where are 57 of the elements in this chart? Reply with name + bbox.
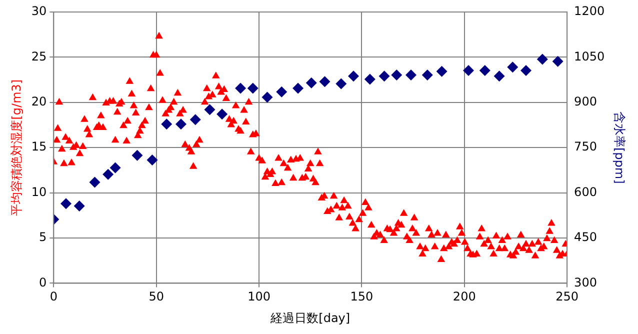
x-tick-label: 0 [50, 290, 58, 304]
point [146, 154, 158, 166]
x-axis-title: 経過日数[day] [270, 310, 350, 325]
y2-tick-label: 900 [574, 94, 597, 109]
point [175, 118, 186, 130]
y-tick-label: 30 [31, 4, 47, 18]
point [161, 118, 172, 130]
y-tick-label: 20 [31, 94, 47, 109]
y-tick-label: 15 [31, 140, 47, 154]
point [336, 78, 347, 90]
y-tick-label: 5 [39, 230, 47, 244]
point [319, 76, 330, 88]
point [552, 56, 564, 67]
point [132, 150, 143, 161]
point [462, 64, 474, 76]
point [364, 74, 376, 85]
point [190, 114, 201, 126]
point [405, 69, 416, 80]
point [520, 64, 532, 76]
point [247, 82, 258, 94]
x-tick-label: 200 [452, 290, 476, 304]
x-tick-label: 100 [248, 290, 270, 304]
y2-tick-label: 1050 [574, 49, 605, 64]
point [102, 168, 114, 180]
point [378, 70, 390, 82]
y2-tick-label: 600 [574, 184, 597, 199]
point [391, 69, 402, 80]
y2-tick-label: 1200 [574, 4, 605, 18]
y-axis-title: 平均容積絶対湿度[g/m3] [9, 79, 24, 216]
y2-axis-title: 含水率[ppm] [612, 111, 627, 184]
y-tick-label: 0 [39, 275, 47, 290]
point [306, 77, 317, 88]
point [479, 64, 490, 76]
point [536, 54, 548, 65]
x-tick-label: 250 [556, 290, 579, 304]
point [292, 82, 304, 94]
point [262, 92, 273, 103]
y2-tick-label: 750 [574, 140, 597, 154]
point [235, 82, 246, 94]
point [348, 70, 359, 82]
y-tick-label: 25 [31, 49, 47, 64]
point [216, 108, 228, 120]
point [60, 198, 72, 210]
point [494, 70, 505, 82]
point [89, 176, 100, 188]
point [110, 162, 121, 174]
point [507, 62, 518, 73]
point [422, 69, 433, 80]
y2-tick-label: 300 [574, 275, 597, 290]
y-tick-label: 10 [31, 184, 47, 199]
x-tick-label: 150 [350, 290, 374, 304]
point [276, 86, 288, 98]
point [74, 200, 85, 212]
y2-tick-label: 450 [574, 230, 597, 244]
x-tick-label: 50 [148, 290, 164, 304]
point [436, 66, 448, 77]
point [204, 104, 216, 116]
